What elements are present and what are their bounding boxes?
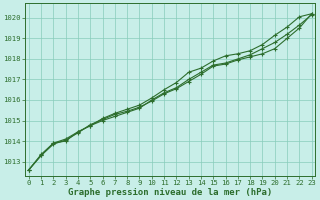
X-axis label: Graphe pression niveau de la mer (hPa): Graphe pression niveau de la mer (hPa) — [68, 188, 272, 197]
